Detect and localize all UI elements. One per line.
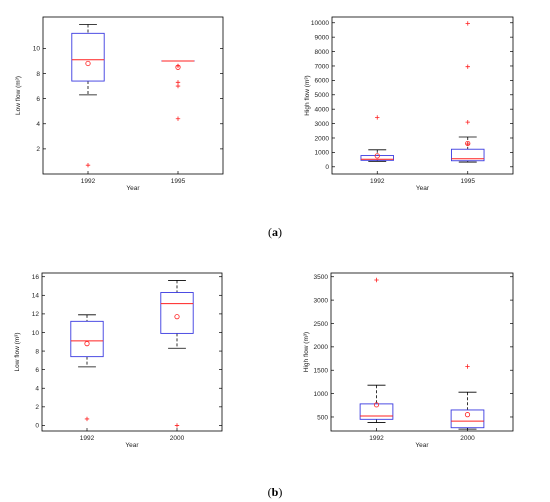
y-tick-label: 9000 bbox=[315, 34, 330, 41]
panel-a-high-flow-chart: 0 1000 2000 3000 4000 5000 6000 7000 8000 9000 100… bbox=[304, 16, 514, 192]
mean-marker bbox=[464, 412, 471, 418]
x-tick-label: 2000 bbox=[460, 435, 475, 442]
box-iqr bbox=[70, 320, 104, 358]
mean-marker bbox=[174, 314, 180, 320]
outlier-marker bbox=[175, 116, 181, 121]
plot-frame bbox=[331, 16, 514, 175]
y-tick-label: 3500 bbox=[314, 274, 329, 281]
y-tick-label: 10000 bbox=[311, 20, 329, 27]
mean-marker bbox=[373, 402, 380, 408]
y-tick-label: 2000 bbox=[314, 344, 329, 351]
outlier-marker bbox=[175, 83, 181, 89]
box-iqr bbox=[450, 409, 485, 429]
y-tick-label: 7000 bbox=[315, 63, 330, 70]
panel-b-high-flow-chart: 500 1000 1500 2000 2500 3000 3500 1992 2000 Year H… bbox=[303, 272, 514, 449]
y-tick-label: 2 bbox=[35, 404, 39, 411]
outlier-marker bbox=[465, 141, 470, 147]
plot-frame bbox=[42, 16, 224, 175]
outlier-marker bbox=[465, 64, 470, 69]
y-tick-label: 8000 bbox=[315, 49, 330, 56]
y-axis-label: Low flow (m³) bbox=[14, 332, 21, 371]
y-tick-label: 0 bbox=[325, 164, 329, 171]
y-axis-label: Low flow (m³) bbox=[15, 76, 22, 115]
y-tick-label: 4 bbox=[36, 121, 40, 128]
x-tick-label: 1995 bbox=[461, 178, 476, 185]
x-axis-label: Year bbox=[125, 442, 139, 449]
y-tick-label: 6 bbox=[36, 96, 40, 103]
y-tick-label: 4 bbox=[35, 386, 39, 393]
mean-marker bbox=[85, 60, 91, 67]
y-tick-label: 10 bbox=[32, 330, 40, 337]
x-tick-label: 1992 bbox=[80, 435, 95, 442]
mean-marker bbox=[84, 341, 90, 347]
outlier-marker bbox=[84, 416, 90, 422]
y-tick-label: 2500 bbox=[314, 321, 329, 328]
outlier-marker bbox=[465, 119, 470, 125]
panel-a-low-flow-chart: 2 4 6 8 10 1992 1995 Year Low flow (m³) bbox=[15, 16, 224, 192]
y-tick-label: 500 bbox=[317, 414, 328, 421]
y-axis-label: High flow (m³) bbox=[303, 332, 310, 372]
x-tick-label: 1992 bbox=[370, 178, 385, 185]
outlier-marker bbox=[174, 423, 180, 428]
y-tick-label: 5000 bbox=[315, 92, 330, 99]
plot-frame bbox=[330, 272, 514, 432]
y-tick-label: 4000 bbox=[315, 106, 330, 113]
outlier-marker bbox=[374, 277, 379, 283]
y-tick-label: 6000 bbox=[315, 78, 330, 85]
caption-b: (b) bbox=[268, 485, 283, 499]
outlier-marker bbox=[465, 21, 470, 26]
outlier-marker bbox=[375, 115, 380, 120]
y-tick-label: 14 bbox=[32, 293, 40, 300]
y-tick-label: 3000 bbox=[315, 121, 330, 128]
y-tick-label: 8 bbox=[36, 71, 40, 78]
y-tick-label: 2 bbox=[36, 146, 40, 153]
box-iqr bbox=[71, 32, 105, 82]
y-tick-label: 6 bbox=[35, 367, 39, 374]
plot-frame bbox=[41, 272, 223, 432]
panel-b-low-flow-chart: 0 2 4 6 8 10 12 14 16 1992 2000 Year Low flow (m³) bbox=[14, 272, 223, 449]
x-axis-label: Year bbox=[415, 442, 429, 449]
y-axis-label: High flow (m³) bbox=[304, 75, 311, 115]
mean-marker bbox=[374, 153, 380, 159]
y-tick-label: 8 bbox=[35, 348, 39, 355]
box-iqr bbox=[359, 403, 394, 420]
y-tick-label: 16 bbox=[32, 274, 40, 281]
y-tick-label: 1000 bbox=[315, 150, 330, 157]
x-axis-label: Year bbox=[126, 185, 140, 192]
x-tick-label: 2000 bbox=[170, 435, 185, 442]
y-tick-label: 2000 bbox=[315, 135, 330, 142]
x-axis-label: Year bbox=[416, 185, 430, 192]
y-tick-label: 1000 bbox=[314, 391, 329, 398]
x-tick-label: 1992 bbox=[81, 178, 96, 185]
x-tick-label: 1992 bbox=[369, 435, 384, 442]
y-tick-label: 3000 bbox=[314, 297, 329, 304]
outlier-marker bbox=[85, 163, 91, 168]
x-tick-label: 1995 bbox=[171, 178, 186, 185]
outlier-marker bbox=[465, 364, 470, 369]
box-iqr bbox=[451, 148, 485, 162]
y-tick-label: 1500 bbox=[314, 368, 329, 375]
y-tick-label: 10 bbox=[33, 46, 41, 53]
outlier-marker bbox=[175, 63, 181, 69]
y-tick-label: 12 bbox=[32, 311, 40, 318]
caption-a: (a) bbox=[268, 225, 282, 239]
outlier-marker bbox=[175, 80, 181, 85]
box-iqr bbox=[360, 155, 394, 161]
box-iqr bbox=[160, 292, 194, 334]
y-tick-label: 0 bbox=[35, 423, 39, 430]
